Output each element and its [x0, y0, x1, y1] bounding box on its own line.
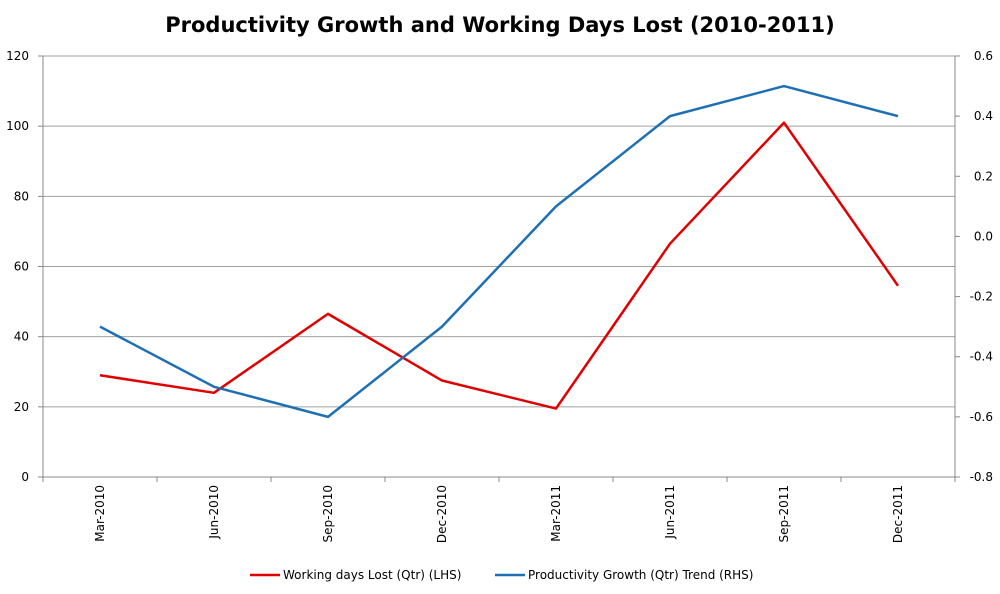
left-tick-label: 0 — [21, 470, 29, 484]
x-tick-label: Sep-2010 — [321, 485, 335, 543]
chart-title: Productivity Growth and Working Days Los… — [165, 13, 835, 37]
right-tick-label: -0.8 — [970, 470, 993, 484]
legend-label: Working days Lost (Qtr) (LHS) — [283, 568, 461, 582]
x-tick-label: Jun-2010 — [207, 485, 221, 540]
right-tick-label: 0.4 — [974, 109, 993, 123]
series-line-productivity-growth — [99, 84, 899, 419]
right-tick-label: 0.2 — [974, 169, 993, 183]
left-tick-label: 80 — [14, 189, 29, 203]
x-tick-label: Sep-2011 — [777, 485, 791, 543]
right-tick-label: -0.6 — [970, 410, 993, 424]
x-tick-label: Jun-2011 — [663, 485, 677, 540]
left-tick-label: 100 — [6, 119, 29, 133]
legend-label: Productivity Growth (Qtr) Trend (RHS) — [528, 568, 753, 582]
left-tick-label: 120 — [6, 49, 29, 63]
right-tick-label: 0.6 — [974, 49, 993, 63]
x-tick-label: Dec-2010 — [435, 485, 449, 543]
right-tick-label: 0.0 — [974, 229, 993, 243]
left-tick-label: 60 — [14, 260, 29, 274]
left-tick-label: 40 — [14, 330, 29, 344]
series-line-working-days-lost — [99, 121, 900, 410]
right-tick-label: -0.2 — [970, 290, 993, 304]
right-tick-label: -0.4 — [970, 350, 993, 364]
x-tick-label: Mar-2010 — [93, 485, 107, 542]
x-tick-label: Dec-2011 — [891, 485, 905, 543]
x-tick-label: Mar-2011 — [549, 485, 563, 542]
left-tick-label: 20 — [14, 400, 29, 414]
